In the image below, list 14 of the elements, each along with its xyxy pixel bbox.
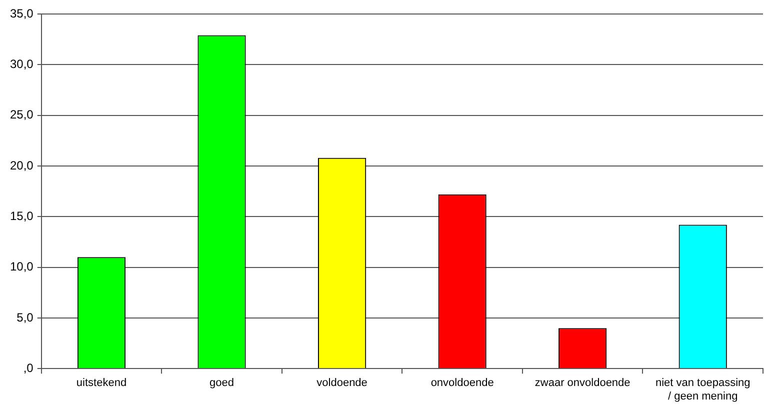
x-tick-label: voldoende xyxy=(316,377,368,390)
x-tick-label: uitstekend xyxy=(76,377,127,390)
y-tick-label: 25,0 xyxy=(10,108,34,122)
x-tick-label: goed xyxy=(210,377,234,390)
x-tick-label: onvoldoende xyxy=(430,377,494,390)
y-tick-label: ,0 xyxy=(23,360,34,375)
x-tick-label: zwaar onvoldoende xyxy=(534,377,630,390)
y-tick-label: 30,0 xyxy=(10,56,34,71)
y-tick-label: 15,0 xyxy=(10,208,34,223)
x-tick-label: niet van toepassing / geen mening xyxy=(655,377,750,402)
y-tick-label: 20,0 xyxy=(10,158,34,172)
y-tick-label: 5,0 xyxy=(16,310,34,324)
y-tick-label: 10,0 xyxy=(10,260,34,274)
y-tick-label: 35,0 xyxy=(10,6,34,20)
